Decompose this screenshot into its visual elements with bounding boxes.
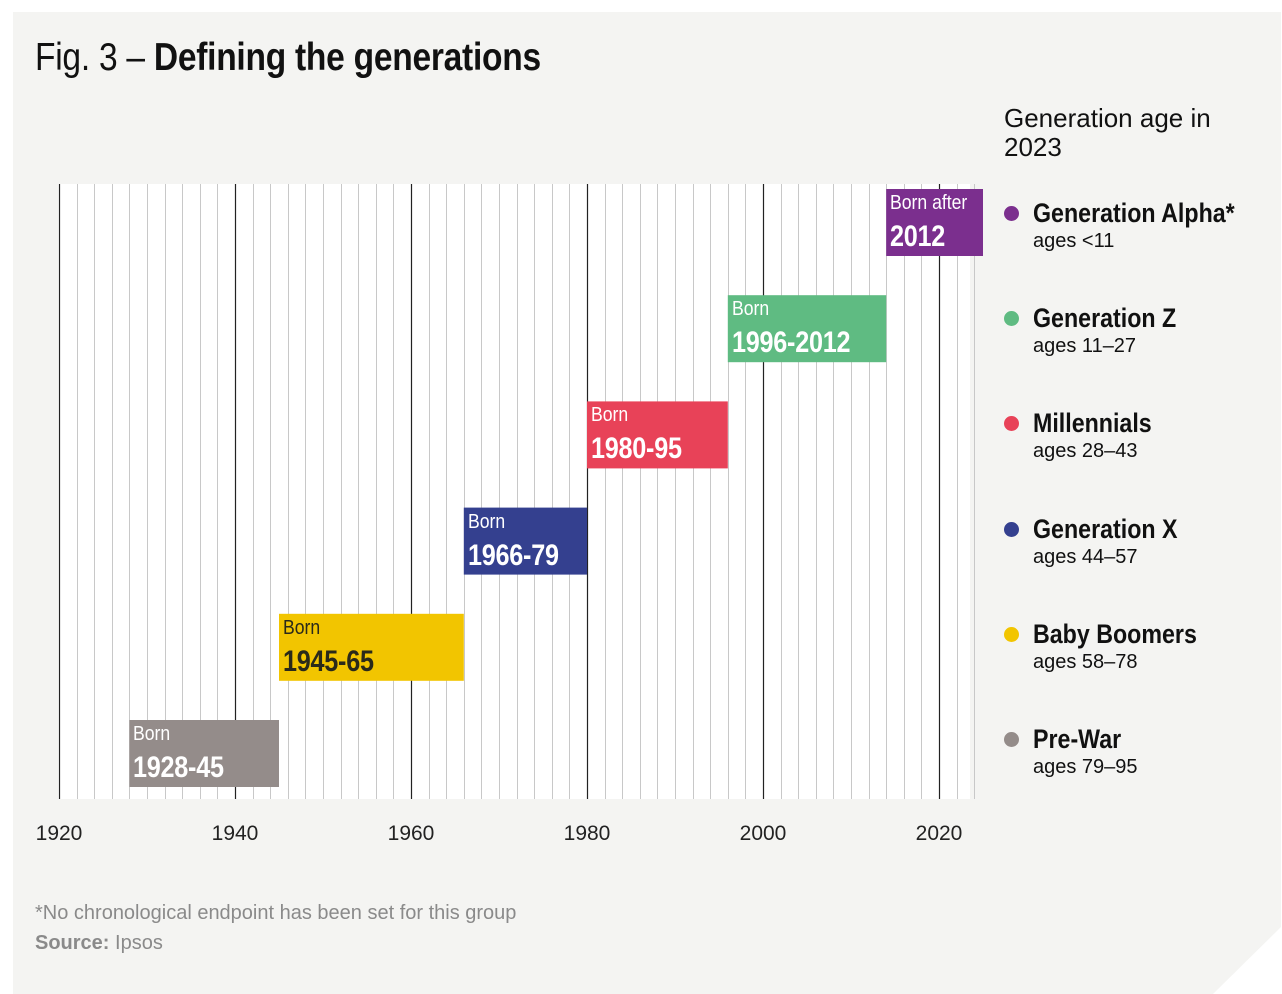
bar-generation-x [463, 507, 587, 575]
bar-range-text: 1928-45 [133, 751, 225, 784]
footnote: *No chronological endpoint has been set … [35, 902, 517, 924]
legend-dot-icon [1004, 732, 1019, 747]
source-note: Source: Ipsos [35, 932, 163, 955]
bar-pre-war [129, 720, 279, 787]
bar-range-text: 1966-79 [467, 538, 559, 572]
legend-name: Generation X [1033, 513, 1178, 544]
bar-label: Born after 2012 [890, 192, 978, 255]
bar-label: Born 1996-2012 [732, 298, 873, 361]
bar-baby-boomers [279, 613, 464, 681]
legend-ages: ages 58–78 [1033, 650, 1138, 673]
bar-label: Born 1945-65 [283, 617, 391, 680]
bar-range-text: 1980-95 [591, 432, 682, 466]
legend-name: Baby Boomers [1033, 618, 1197, 649]
bar-born-text: Born [467, 510, 505, 533]
x-tick-label-1980: 1980 [563, 822, 611, 845]
legend-title: Generation age in 2023 [1004, 103, 1211, 162]
legend-dot-icon [1004, 521, 1019, 537]
x-tick-label-2000: 2000 [739, 822, 787, 845]
bar-born-text: Born [133, 723, 171, 745]
generation-bars [129, 189, 983, 787]
legend-name: Pre-War [1033, 724, 1122, 754]
legend-ages: ages 28–43 [1033, 440, 1138, 463]
bar-range-text: 2012 [890, 220, 946, 253]
legend-ages: ages 79–95 [1033, 756, 1138, 778]
x-tick-label-1940: 1940 [211, 822, 259, 845]
x-tick-label-1920: 1920 [35, 822, 83, 845]
bar-range-text: 1996-2012 [731, 326, 851, 360]
legend-ages: ages 44–57 [1033, 545, 1138, 568]
legend-name: Generation Alpha* [1033, 198, 1235, 228]
bar-label: Born 1980-95 [591, 404, 699, 467]
legend-dot-icon [1004, 416, 1019, 432]
bar-born-text: Born [731, 298, 769, 321]
bar-generation-z [727, 295, 887, 363]
bar-label: Born 1966-79 [468, 511, 576, 574]
source-label: Source: [35, 932, 110, 954]
gridlines [58, 184, 975, 799]
legend-dot-icon [1004, 626, 1019, 642]
x-tick-label-2020: 2020 [915, 822, 963, 845]
source-text: Ipsos [115, 932, 163, 954]
legend-ages: ages 11–27 [1033, 335, 1137, 358]
chart-title: Fig. 3 – Defining the generations [35, 34, 541, 82]
legend-name: Millennials [1033, 408, 1152, 439]
bar-born-text: Born [591, 404, 629, 427]
bar-generation-alpha [886, 189, 983, 256]
page-corner-fold [1213, 926, 1282, 994]
bar-born-text: Born after [890, 192, 968, 214]
bar-label: Born 1928-45 [133, 723, 241, 786]
plot-area [58, 184, 970, 799]
legend-name: Generation Z [1033, 303, 1177, 334]
title-main: Defining the generations [153, 36, 541, 79]
bar-millennials [587, 401, 728, 469]
x-tick-label-1960: 1960 [387, 822, 435, 845]
title-prefix: Fig. 3 – [35, 36, 145, 79]
bar-born-text: Born [283, 616, 321, 639]
legend-ages: ages <11 [1033, 230, 1115, 252]
legend-dot-icon [1004, 311, 1019, 327]
legend-dot-icon [1004, 206, 1019, 221]
bar-range-text: 1945-65 [283, 644, 374, 678]
